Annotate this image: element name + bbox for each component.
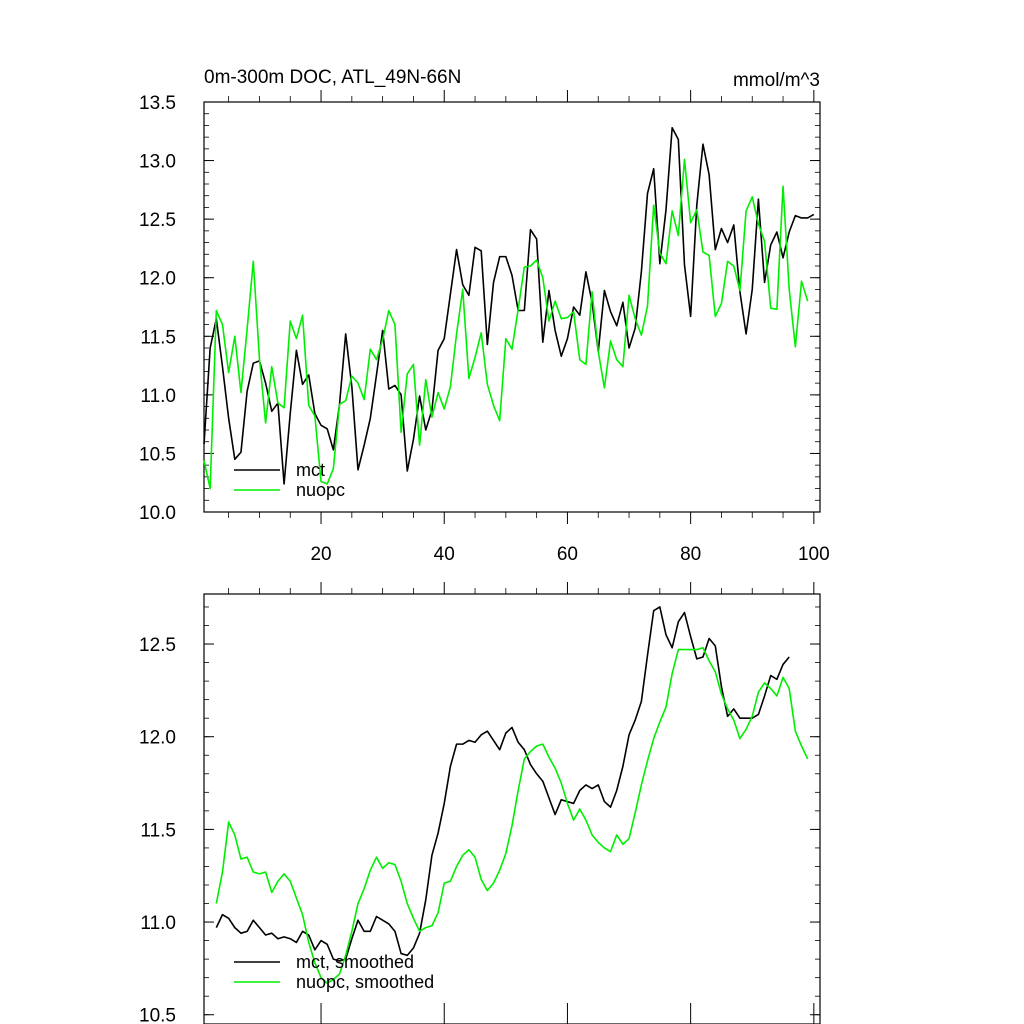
y-tick-label: 11.5 <box>140 820 176 841</box>
plot-frame <box>203 593 821 1024</box>
y-tick-labels: 10.0 10.5 11.0 11.5 12.0 12.5 13.0 13.5 <box>139 93 176 524</box>
series-lines <box>215 606 809 985</box>
y-tick-label: 13.0 <box>139 152 176 173</box>
x-tick-label: 60 <box>557 544 578 565</box>
legend-label: mct <box>296 460 325 480</box>
legend-label: nuopc, smoothed <box>296 972 434 992</box>
y-tick-label: 12.5 <box>139 210 176 231</box>
y-tick-label: 12.0 <box>139 269 176 290</box>
x-tick-labels: 20 40 60 80 100 <box>310 544 829 565</box>
legend-label: mct, smoothed <box>296 952 414 972</box>
y-tick-labels: 10.5 11.0 11.5 12.0 12.5 <box>139 635 176 1024</box>
legend-label: nuopc <box>296 480 345 500</box>
units-label: mmol/m^3 <box>733 70 820 91</box>
plot-frame <box>203 101 821 513</box>
x-tick-label: 40 <box>434 544 455 565</box>
tick-marks <box>204 582 820 1024</box>
tick-marks <box>204 90 820 524</box>
chart-title: 0m-300m DOC, ATL_49N-66N <box>204 67 461 88</box>
series-line-mct-smoothed <box>215 606 790 962</box>
y-tick-label: 12.0 <box>139 728 176 749</box>
y-tick-label: 10.0 <box>139 503 176 524</box>
y-tick-label: 12.5 <box>139 635 176 656</box>
y-tick-label: 11.5 <box>140 327 176 348</box>
series-line-nuopc <box>203 158 809 490</box>
panel-raw-timeseries: 0m-300m DOC, ATL_49N-66N mmol/m^3 10.010… <box>139 67 830 565</box>
y-tick-label: 10.5 <box>139 444 176 465</box>
y-tick-label: 11.0 <box>140 913 176 934</box>
panel-smoothed-timeseries: 10.5 11.0 11.5 12.0 12.5 mct, smoothednuopc,… <box>139 582 821 1024</box>
series-line-mct <box>203 126 815 485</box>
y-tick-label: 10.5 <box>139 1006 176 1024</box>
series-line-nuopc-smoothed <box>215 646 809 985</box>
y-tick-label: 11.0 <box>140 386 176 407</box>
x-tick-label: 20 <box>310 544 331 565</box>
y-tick-label: 13.5 <box>139 93 176 114</box>
series-lines <box>203 126 815 490</box>
x-tick-label: 100 <box>798 544 830 565</box>
x-tick-label: 80 <box>680 544 701 565</box>
